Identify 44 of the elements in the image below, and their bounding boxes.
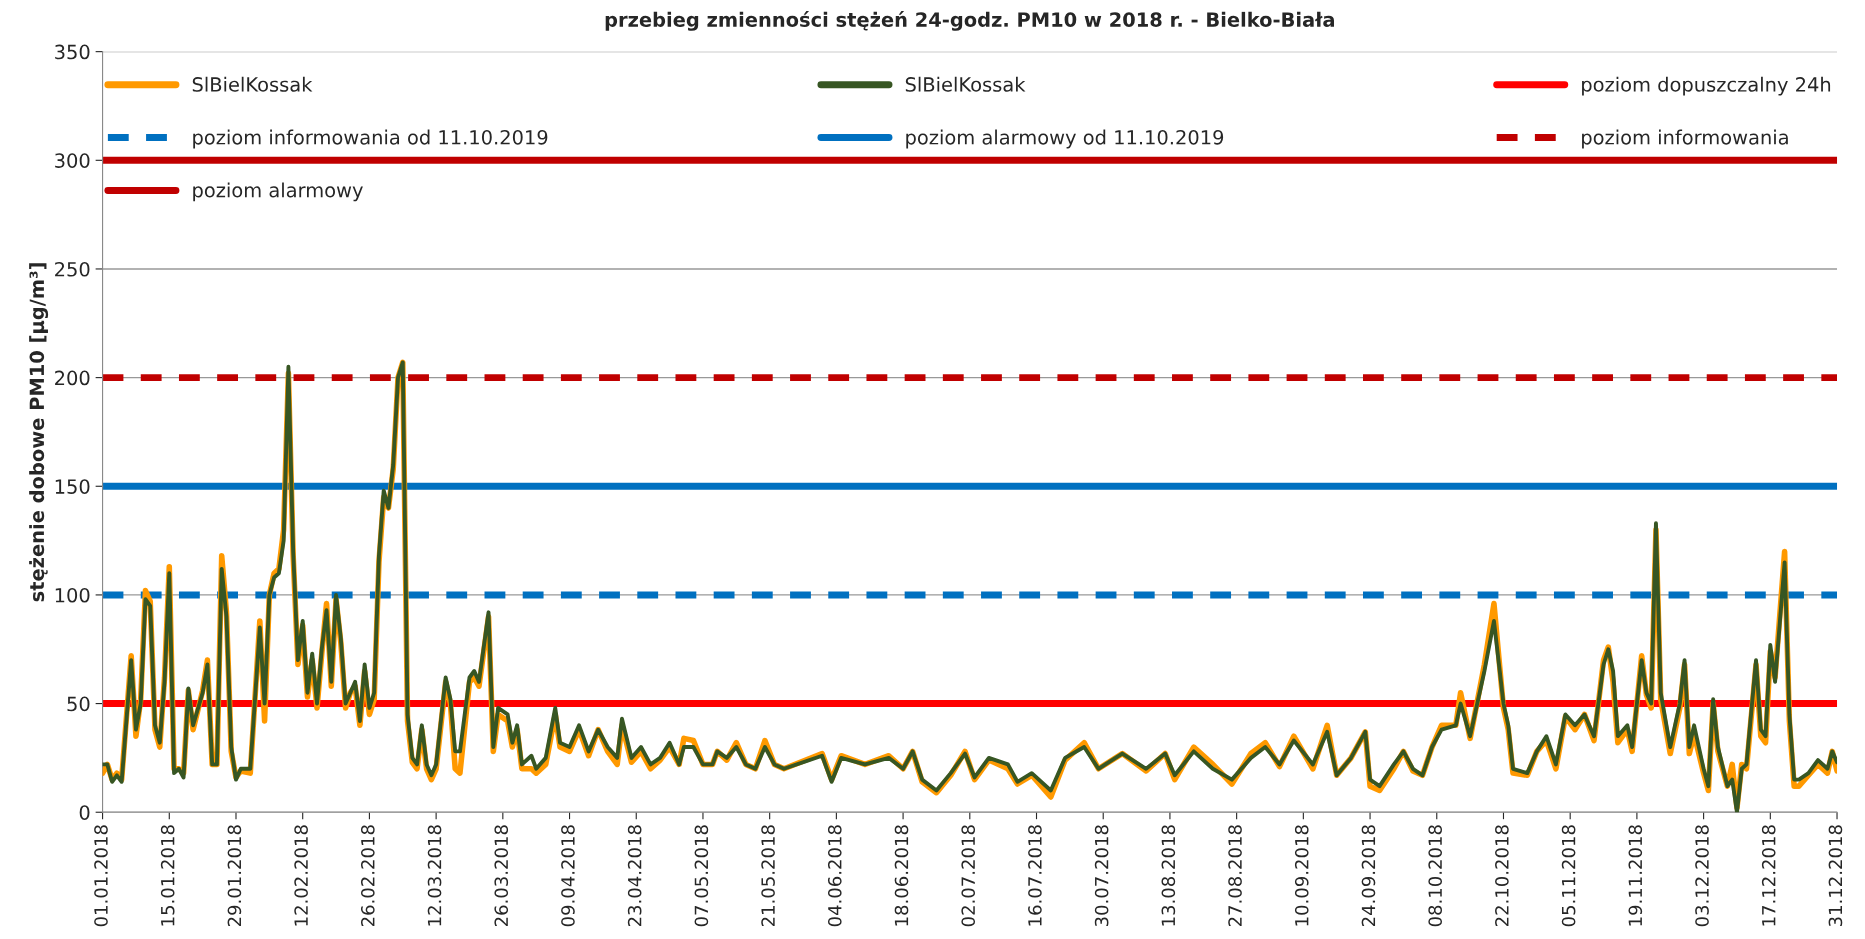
x-tick-label: 24.09.2018 bbox=[1361, 825, 1376, 927]
y-tick-label: 150 bbox=[55, 479, 90, 494]
legend-label: poziom dopuszczalny 24h bbox=[1582, 76, 1831, 96]
x-tick-label: 07.05.2018 bbox=[694, 825, 709, 927]
x-tick-label: 17.12.2018 bbox=[1761, 825, 1776, 926]
y-tick-label: 0 bbox=[79, 805, 90, 820]
x-tick-label: 26.03.2018 bbox=[494, 825, 509, 927]
y-tick-label: 300 bbox=[55, 153, 90, 168]
x-tick-label: 08.10.2018 bbox=[1428, 825, 1443, 927]
x-tick-label: 22.10.2018 bbox=[1495, 825, 1509, 927]
x-tick-label: 18.06.2018 bbox=[894, 825, 909, 926]
legend-label: poziom alarmowy bbox=[193, 182, 363, 202]
x-tick-label: 21.05.2018 bbox=[761, 825, 775, 927]
x-tick-label: 02.07.2018 bbox=[961, 825, 976, 927]
x-tick-label: 01.01.2018 bbox=[94, 825, 108, 927]
legend-label: SlBielKossak bbox=[905, 76, 1026, 92]
y-axis-title: stężenie dobowe PM10 [µg/m³] bbox=[29, 263, 49, 602]
x-tick-label: 30.07.2018 bbox=[1094, 825, 1109, 927]
legend-label: SlBielKossak bbox=[192, 76, 313, 92]
legend-label: poziom informowania bbox=[1582, 129, 1788, 149]
x-tick-label: 03.12.2018 bbox=[1695, 825, 1709, 927]
x-tick-label: 09.04.2018 bbox=[561, 825, 575, 927]
x-tick-label: 23.04.2018 bbox=[627, 825, 642, 927]
x-tick-label: 19.11.2018 bbox=[1628, 825, 1643, 926]
x-tick-label: 15.01.2018 bbox=[160, 825, 175, 926]
x-tick-label: 31.12.2018 bbox=[1828, 825, 1843, 927]
x-tick-label: 16.07.2018 bbox=[1028, 825, 1042, 926]
legend-label: poziom informowania od 11.10.2019 bbox=[193, 129, 548, 149]
x-tick-label: 12.03.2018 bbox=[427, 825, 442, 926]
x-tick-label: 29.01.2018 bbox=[227, 825, 242, 927]
y-tick-label: 50 bbox=[67, 696, 90, 712]
chart-title: przebieg zmienności stężeń 24-godz. PM10 w 2018 r. - Bielko-Biała bbox=[605, 11, 1334, 31]
x-tick-label: 27.08.2018 bbox=[1228, 825, 1242, 927]
y-tick-label: 100 bbox=[55, 587, 90, 603]
x-tick-label: 12.02.2018 bbox=[294, 825, 308, 926]
x-tick-label: 26.02.2018 bbox=[361, 825, 375, 927]
y-tick-label: 350 bbox=[55, 44, 90, 60]
x-tick-label: 04.06.2018 bbox=[827, 825, 842, 927]
y-tick-label: 250 bbox=[55, 261, 90, 277]
legend-label: poziom alarmowy od 11.10.2019 bbox=[906, 129, 1224, 149]
x-tick-label: 05.11.2018 bbox=[1561, 825, 1576, 927]
y-tick-label: 200 bbox=[55, 370, 90, 386]
x-tick-label: 10.09.2018 bbox=[1294, 825, 1309, 926]
x-tick-label: 13.08.2018 bbox=[1161, 825, 1176, 926]
